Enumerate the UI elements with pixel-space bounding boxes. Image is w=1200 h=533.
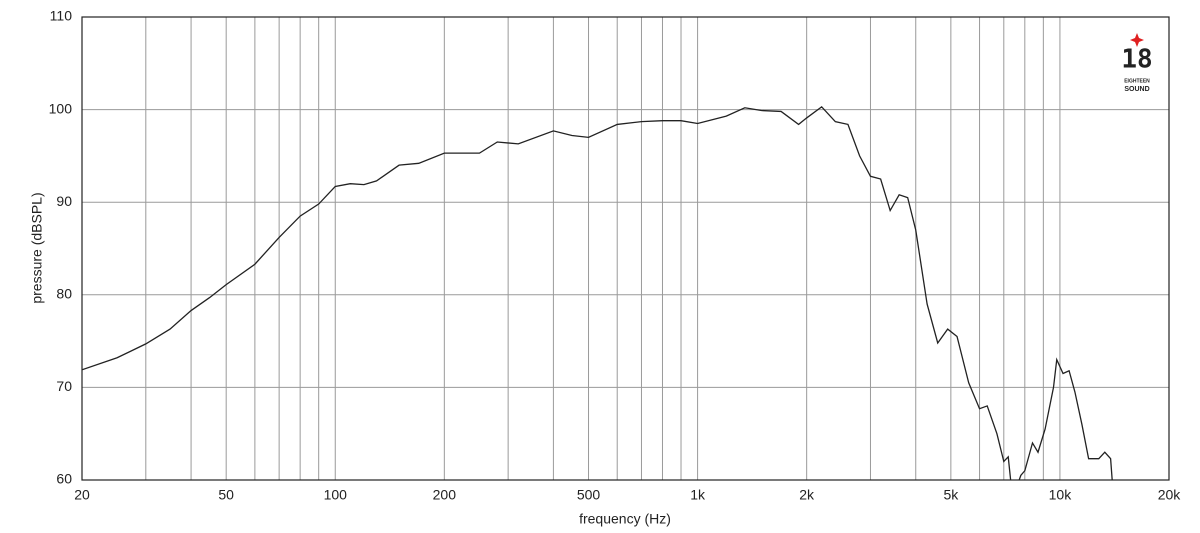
logo-star [1130, 33, 1144, 47]
x-tick-label: 10k [1049, 487, 1073, 503]
logo-text: SOUND [1124, 86, 1149, 93]
x-tick-label: 100 [324, 487, 348, 503]
x-tick-label: 20k [1158, 487, 1182, 503]
x-tick-label: 50 [218, 487, 234, 503]
x-tick-label: 500 [577, 487, 601, 503]
y-tick-label: 110 [50, 8, 73, 24]
x-tick-label: 200 [433, 487, 457, 503]
y-tick-label: 70 [56, 378, 72, 394]
x-tick-label: 1k [690, 487, 706, 503]
y-axis-label: pressure (dBSPL) [29, 192, 45, 303]
y-tick-label: 90 [56, 193, 72, 209]
series-line [82, 105, 1113, 480]
plot-frame [81, 16, 1170, 481]
logo-text: EIGHTEEN [1124, 78, 1150, 84]
x-axis-label: frequency (Hz) [579, 511, 671, 527]
y-tick-label: 60 [56, 471, 72, 487]
y-tick-label: 100 [49, 100, 73, 116]
logo-number: 18 [1121, 45, 1152, 75]
x-tick-label: 20 [74, 487, 90, 503]
x-tick-label: 5k [943, 487, 959, 503]
x-tick-label: 2k [799, 487, 815, 503]
y-tick-label: 80 [56, 286, 72, 302]
logo: 18 EIGHTEEN SOUND [1121, 33, 1153, 93]
